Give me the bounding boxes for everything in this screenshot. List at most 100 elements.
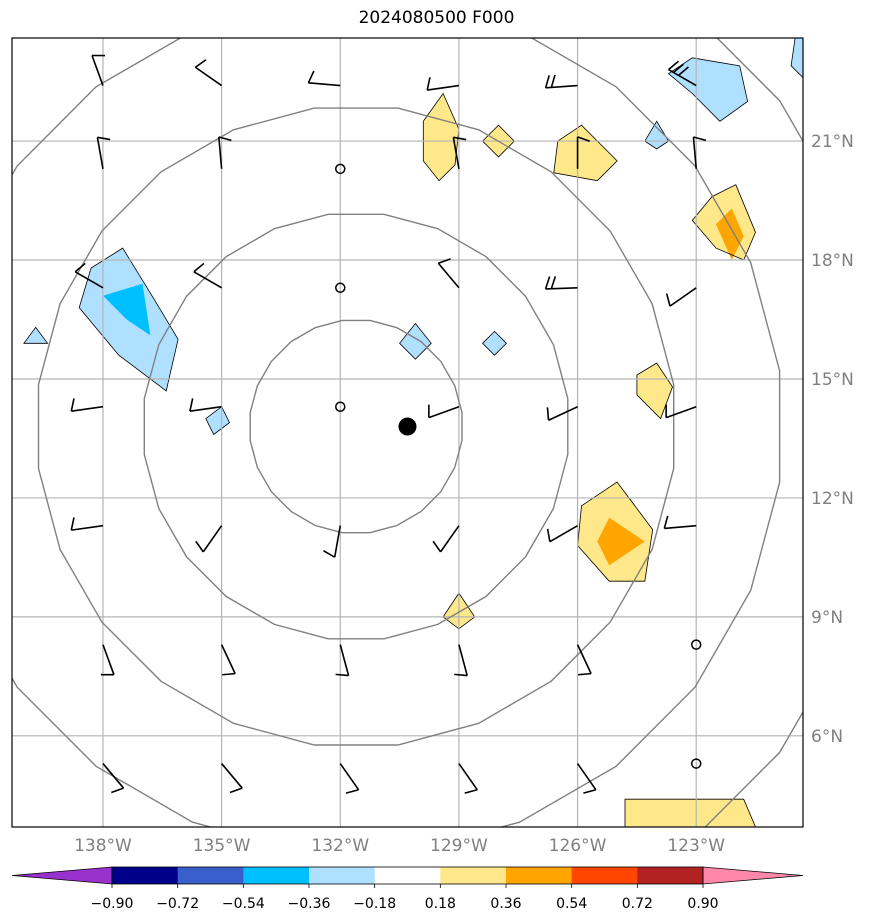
wind-barb	[195, 525, 223, 553]
shaded-region	[205, 406, 230, 435]
lon-tick-label: 132°W	[311, 836, 369, 856]
colorbar-extend-high	[702, 866, 804, 885]
wind-barb	[221, 763, 243, 794]
wind-barb	[193, 262, 223, 289]
wind-barb	[189, 398, 222, 412]
colorbar-extend-low	[11, 866, 113, 885]
range-ring	[143, 213, 569, 640]
shaded-region	[625, 799, 756, 827]
wind-barb	[665, 404, 697, 419]
wind-barb	[437, 258, 460, 289]
contour-line	[205, 406, 231, 436]
wind-barb	[426, 77, 460, 91]
wind-barb	[546, 524, 578, 543]
map-title: 2024080500 F000	[358, 8, 515, 28]
wind-barb	[432, 525, 460, 553]
lon-tick-label: 123°W	[667, 836, 725, 856]
wind-barb	[458, 763, 478, 794]
wind-barb	[335, 644, 350, 677]
colorbar-tick-label: −0.54	[222, 896, 265, 912]
wind-barb	[70, 517, 104, 531]
latitude-tick-labels: 21°N 18°N 15°N 12°N 9°N 6°N	[811, 132, 854, 747]
colorbar-segment	[506, 867, 573, 884]
wind-barb	[454, 644, 468, 677]
contour-line	[553, 124, 618, 182]
contour-line	[399, 322, 432, 360]
colorbar-segment	[440, 867, 507, 884]
colorbar-tick-label: −0.18	[353, 896, 396, 912]
contour-line	[636, 362, 673, 420]
wind-barb-calm	[690, 639, 702, 650]
contour-line	[624, 798, 756, 827]
lon-tick-label: 135°W	[193, 836, 251, 856]
shaded-region	[636, 363, 673, 419]
wind-barb	[91, 54, 106, 86]
shaded-region	[644, 121, 669, 149]
shaded-region	[716, 208, 744, 260]
colorbar-tick-label: −0.90	[91, 896, 134, 912]
shaded-region	[103, 283, 151, 336]
shaded-region	[399, 323, 432, 360]
colorbar-segment	[571, 867, 638, 884]
wind-barb	[102, 763, 125, 794]
wind-barb-calm	[335, 401, 346, 412]
colorbar-tick-label: 0.72	[622, 896, 653, 912]
wind-barb	[452, 136, 467, 169]
colorbar-frame	[111, 866, 704, 885]
lat-tick-label: 12°N	[811, 489, 854, 509]
lat-tick-label: 15°N	[811, 370, 854, 390]
colorbar-tick-label: 0.90	[687, 896, 718, 912]
range-ring	[249, 319, 463, 534]
contour-line	[78, 247, 179, 392]
wind-barb	[663, 515, 697, 530]
wind-barb	[96, 136, 111, 169]
colorbar-segment	[309, 867, 376, 884]
lon-tick-label: 138°W	[74, 836, 132, 856]
colorbar-segment	[177, 867, 244, 884]
shaded-region	[553, 125, 618, 181]
shaded-field	[23, 38, 803, 827]
shaded-region	[423, 93, 459, 181]
wind-barb	[667, 60, 697, 87]
range-ring	[37, 107, 675, 746]
wind-barb-calm	[690, 758, 702, 769]
shaded-region	[23, 327, 48, 344]
wind-barb	[339, 763, 360, 794]
wind-barb	[665, 287, 697, 307]
wind-barb	[428, 404, 460, 419]
colorbar-tick-label: −0.36	[288, 896, 331, 912]
colorbar-segment	[112, 867, 179, 884]
lon-tick-label: 129°W	[430, 836, 488, 856]
contour-line	[482, 330, 507, 356]
colorbar-segment	[637, 867, 704, 884]
wind-barb	[100, 644, 115, 676]
wind-barb	[544, 74, 578, 89]
contour-line	[790, 38, 803, 79]
shaded-region	[597, 517, 645, 566]
wind-barb	[70, 398, 104, 412]
wind-barb	[74, 262, 104, 289]
shaded-region	[668, 57, 748, 122]
lon-tick-label: 126°W	[549, 836, 607, 856]
wind-barb	[576, 763, 597, 794]
wind-barb	[544, 276, 578, 290]
colorbar-tick-label: −0.72	[156, 896, 199, 912]
colorbar-segment	[243, 867, 310, 884]
wind-barb	[546, 406, 578, 421]
contour-line	[667, 57, 749, 122]
longitude-tick-labels: 138°W 135°W 132°W 129°W 126°W 123°W	[74, 836, 725, 856]
wind-barbs	[70, 54, 707, 794]
wind-barb	[220, 644, 236, 676]
colorbar-tick-label: 0.36	[490, 896, 521, 912]
lat-tick-label: 6°N	[811, 727, 843, 747]
wind-barb	[576, 136, 591, 169]
lat-tick-label: 21°N	[811, 132, 854, 152]
colorbar-tick-label: 0.18	[425, 896, 456, 912]
lat-tick-label: 18°N	[811, 251, 854, 271]
range-ring	[12, 38, 781, 827]
wind-barb	[194, 59, 223, 87]
colorbar-segment	[374, 867, 441, 884]
wind-barb-calm	[335, 163, 346, 175]
wind-barb	[692, 136, 707, 169]
